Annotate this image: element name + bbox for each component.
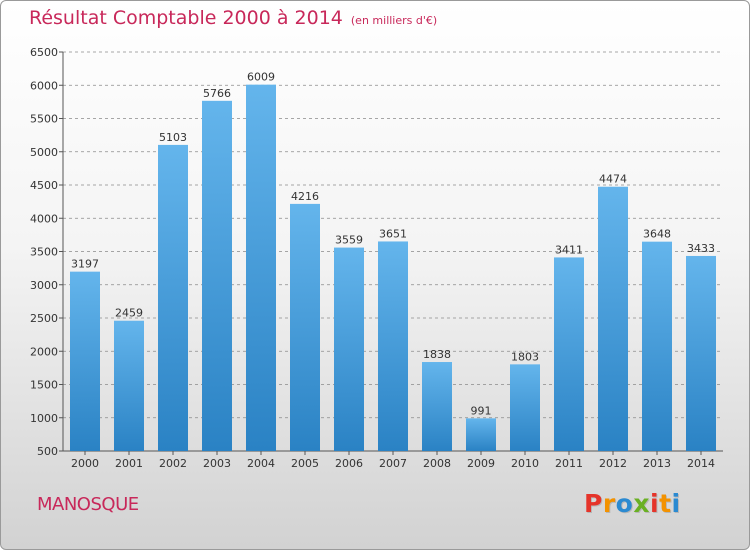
bar-2004: [246, 84, 276, 452]
axes: 500 1000 1500 2000 2500 3000 3500 4000 4500 5000 5…: [30, 46, 723, 470]
logo-letter: o: [615, 489, 634, 518]
bar-2002: [158, 144, 188, 451]
y-tick-label: 4500: [30, 179, 58, 192]
y-tick-label: 5000: [30, 146, 58, 159]
city-name: MANOSQUE: [37, 494, 139, 515]
data-label-2011: 3411: [555, 243, 583, 256]
logo-letter: P: [584, 489, 603, 518]
data-label-2001: 2459: [115, 307, 143, 320]
y-tick-label: 6500: [30, 46, 58, 59]
x-tick-label-2013: 2013: [643, 457, 671, 470]
x-tick-label-2005: 2005: [291, 457, 319, 470]
data-label-2004: 6009: [247, 71, 275, 84]
y-tick-label: 2000: [30, 345, 58, 358]
bar-2006: [334, 247, 364, 451]
bar-2012: [598, 186, 628, 451]
y-tick-label: 5500: [30, 113, 58, 126]
chart-unit-note: (en milliers d'€): [350, 14, 438, 27]
x-tick-label-2009: 2009: [467, 457, 495, 470]
y-tick-label: 3500: [30, 246, 58, 259]
data-label-2009: 991: [471, 404, 492, 417]
x-tick-label-2010: 2010: [511, 457, 539, 470]
data-label-2005: 4216: [291, 190, 319, 203]
logo-letter: x: [633, 489, 650, 518]
chart-title: Résultat Comptable 2000 à 2014 (en millie…: [29, 7, 437, 29]
x-tick-label-2012: 2012: [599, 457, 627, 470]
y-tick-label: 500: [37, 445, 58, 458]
y-tick-label: 2500: [30, 312, 58, 325]
chart-title-main: Résultat Comptable 2000 à 2014: [29, 7, 343, 29]
data-labels: 3197 2459 5103 5766 6009 4216 3559 3651 1838 991 1…: [71, 71, 715, 418]
bar-2007: [378, 241, 408, 451]
x-tick-label-2004: 2004: [247, 457, 275, 470]
bar-2014: [686, 255, 716, 451]
data-label-2012: 4474: [599, 173, 627, 186]
y-tick-label: 1000: [30, 412, 58, 425]
bar-2009: [466, 418, 496, 451]
bar-2005: [290, 203, 320, 451]
x-tick-label-2002: 2002: [159, 457, 187, 470]
bar-2011: [554, 257, 584, 451]
data-label-2010: 1803: [511, 350, 539, 363]
data-label-2014: 3433: [687, 242, 715, 255]
x-tick-label-2003: 2003: [203, 457, 231, 470]
bar-2001: [114, 320, 144, 451]
y-tick-label: 1500: [30, 379, 58, 392]
bar-2010: [510, 364, 540, 451]
data-label-2002: 5103: [159, 131, 187, 144]
data-label-2008: 1838: [423, 348, 451, 361]
x-tick-label-2011: 2011: [555, 457, 583, 470]
proxiti-logo: Proxiti: [584, 489, 681, 518]
logo-letter: i: [671, 489, 681, 518]
data-label-2000: 3197: [71, 258, 99, 271]
data-label-2003: 5766: [203, 87, 231, 100]
y-tick-label: 6000: [30, 79, 58, 92]
y-tick-label: 3000: [30, 279, 58, 292]
bars: [70, 84, 716, 452]
bar-2008: [422, 362, 452, 451]
data-label-2013: 3648: [643, 228, 671, 241]
bar-chart: 500 1000 1500 2000 2500 3000 3500 4000 4500 5000 5…: [30, 46, 723, 470]
x-tick-label-2014: 2014: [687, 457, 715, 470]
x-tick-label-2000: 2000: [71, 457, 99, 470]
x-tick-label-2001: 2001: [115, 457, 143, 470]
y-tick-label: 4000: [30, 212, 58, 225]
logo-letter: i: [650, 489, 660, 518]
logo-letter: r: [602, 489, 616, 518]
data-label-2007: 3651: [379, 227, 407, 240]
logo-letter: t: [659, 489, 672, 518]
x-tick-label-2007: 2007: [379, 457, 407, 470]
data-label-2006: 3559: [335, 234, 363, 247]
bar-2000: [70, 271, 100, 451]
x-tick-label-2008: 2008: [423, 457, 451, 470]
bar-2003: [202, 100, 232, 451]
bar-2013: [642, 241, 672, 451]
x-tick-label-2006: 2006: [335, 457, 363, 470]
